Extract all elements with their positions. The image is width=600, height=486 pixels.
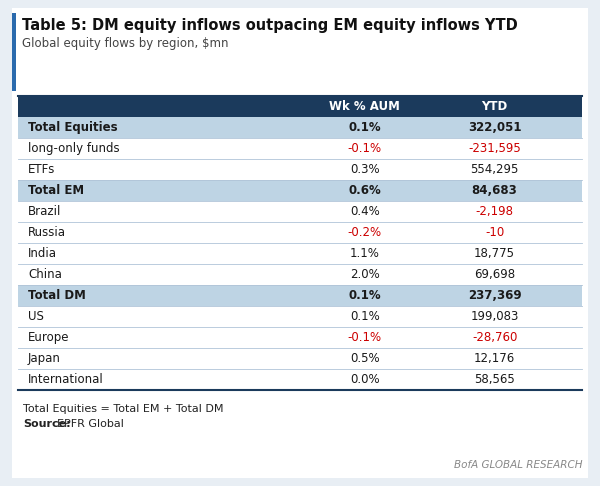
- Text: Table 5: DM equity inflows outpacing EM equity inflows YTD: Table 5: DM equity inflows outpacing EM …: [22, 18, 518, 33]
- Text: Total Equities: Total Equities: [28, 121, 118, 134]
- Text: -0.2%: -0.2%: [348, 226, 382, 239]
- Text: Europe: Europe: [28, 331, 70, 344]
- Text: 554,295: 554,295: [470, 163, 519, 176]
- Text: 199,083: 199,083: [470, 310, 519, 323]
- Bar: [18, 222, 582, 243]
- Text: 12,176: 12,176: [474, 352, 515, 365]
- Text: 0.3%: 0.3%: [350, 163, 380, 176]
- Text: Total Equities = Total EM + Total DM: Total Equities = Total EM + Total DM: [23, 404, 223, 414]
- Text: 0.5%: 0.5%: [350, 352, 380, 365]
- Bar: [18, 285, 582, 306]
- Text: 0.4%: 0.4%: [350, 205, 380, 218]
- Bar: [18, 369, 582, 390]
- Bar: [18, 327, 582, 348]
- Text: India: India: [28, 247, 57, 260]
- Text: 18,775: 18,775: [474, 247, 515, 260]
- Bar: [18, 348, 582, 369]
- Bar: [18, 138, 582, 159]
- Text: China: China: [28, 268, 62, 281]
- Bar: [18, 306, 582, 327]
- Text: Wk % AUM: Wk % AUM: [329, 100, 400, 113]
- Bar: [12, 13, 16, 91]
- Bar: [18, 96, 582, 117]
- Text: 58,565: 58,565: [474, 373, 515, 386]
- Text: 1.1%: 1.1%: [350, 247, 380, 260]
- Text: 84,683: 84,683: [472, 184, 517, 197]
- Bar: [18, 117, 582, 138]
- Bar: [18, 201, 582, 222]
- Text: EPFR Global: EPFR Global: [57, 419, 124, 429]
- Text: -28,760: -28,760: [472, 331, 517, 344]
- Text: 69,698: 69,698: [474, 268, 515, 281]
- Text: -231,595: -231,595: [468, 142, 521, 155]
- Text: Source:: Source:: [23, 419, 71, 429]
- Bar: [18, 264, 582, 285]
- Text: Brazil: Brazil: [28, 205, 61, 218]
- Bar: [18, 159, 582, 180]
- Text: 0.1%: 0.1%: [350, 310, 380, 323]
- Text: long-only funds: long-only funds: [28, 142, 119, 155]
- Text: Total EM: Total EM: [28, 184, 84, 197]
- Text: ETFs: ETFs: [28, 163, 55, 176]
- Text: 0.6%: 0.6%: [349, 184, 381, 197]
- Text: 237,369: 237,369: [468, 289, 521, 302]
- Text: Global equity flows by region, $mn: Global equity flows by region, $mn: [22, 37, 229, 50]
- Text: YTD: YTD: [481, 100, 508, 113]
- Text: Russia: Russia: [28, 226, 66, 239]
- Text: -2,198: -2,198: [476, 205, 514, 218]
- Text: -10: -10: [485, 226, 504, 239]
- Text: 0.0%: 0.0%: [350, 373, 380, 386]
- Text: Total DM: Total DM: [28, 289, 86, 302]
- Text: BofA GLOBAL RESEARCH: BofA GLOBAL RESEARCH: [454, 460, 582, 470]
- Text: 2.0%: 2.0%: [350, 268, 380, 281]
- Bar: [18, 243, 582, 264]
- Text: 0.1%: 0.1%: [349, 289, 381, 302]
- Text: Japan: Japan: [28, 352, 61, 365]
- Text: US: US: [28, 310, 44, 323]
- Text: 0.1%: 0.1%: [349, 121, 381, 134]
- Text: 322,051: 322,051: [468, 121, 521, 134]
- Bar: [18, 180, 582, 201]
- Text: -0.1%: -0.1%: [348, 142, 382, 155]
- Text: International: International: [28, 373, 104, 386]
- Text: -0.1%: -0.1%: [348, 331, 382, 344]
